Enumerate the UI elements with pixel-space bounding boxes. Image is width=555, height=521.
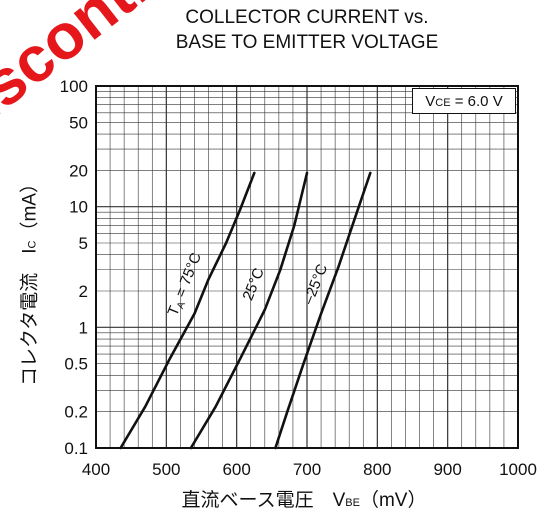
x-axis-label-unit: （mV）: [359, 490, 427, 511]
series-label-sub: A: [175, 300, 188, 311]
x-tick-label: 700: [293, 460, 321, 479]
x-tick-label: 900: [433, 460, 461, 479]
condition-box: VCE = 6.0 V: [412, 88, 516, 114]
condition-prefix: V: [425, 93, 436, 110]
chart-title-line1: COLLECTOR CURRENT vs.: [185, 7, 429, 28]
chart-grid: [95, 86, 519, 449]
watermark-text: Discontinued Product: [0, 0, 486, 161]
series-line: [189, 171, 309, 450]
y-tick-label: 50: [69, 113, 88, 132]
tick-labels: 400 500 600 700 800 900 1000 0.1 0.2 0.5 1 2 5 10 20 50…: [60, 77, 537, 479]
condition-value: = 6.0 V: [454, 93, 503, 110]
y-tick-label: 10: [69, 198, 88, 217]
x-tick-label: 400: [82, 460, 110, 479]
y-tick-label: 0.5: [64, 355, 88, 374]
x-tick-label: 1000: [499, 460, 537, 479]
y-tick-label: 0.1: [64, 439, 88, 458]
x-axis-label-sub: BE: [345, 497, 360, 509]
y-tick-label: 5: [79, 234, 88, 253]
y-tick-label: 100: [60, 77, 88, 96]
y-tick-label: 0.2: [64, 403, 88, 422]
y-tick-label: 1: [79, 318, 88, 337]
x-tick-label: 800: [363, 460, 391, 479]
plot-frame: [95, 85, 519, 449]
chart-title-line2: BASE TO EMITTER VOLTAGE: [175, 32, 439, 53]
x-axis-label-text: 直流ベース電圧 V: [181, 490, 346, 511]
x-axis-label: 直流ベース電圧 VBE（mV）: [90, 485, 518, 512]
x-tick-label: 600: [222, 460, 250, 479]
condition-sub: CE: [435, 97, 451, 109]
curve-group: [119, 171, 372, 450]
x-tick-label: 500: [152, 460, 180, 479]
y-tick-label: 2: [79, 282, 88, 301]
y-tick-label: 20: [69, 161, 88, 180]
series-line: [119, 171, 256, 450]
series-line: [274, 171, 372, 450]
